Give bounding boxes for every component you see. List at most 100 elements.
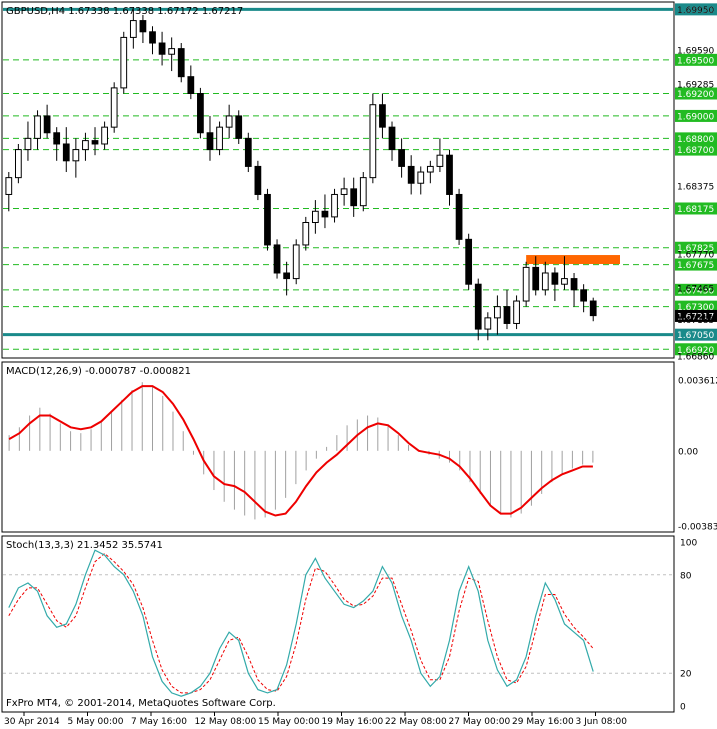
macd-tick-2: -0.003835 [678,523,717,533]
macd-title: MACD(12,26,9) -0.000787 -0.000821 [6,366,191,377]
level-tag-3 [675,109,717,122]
price-tick-4: 1.67770 [677,250,714,260]
main-pane-frame [1,1,675,359]
candle-body-53 [513,300,520,324]
macd-tick-1: 0.00 [678,447,698,457]
price-tick-0: 1.69950 [677,6,714,16]
macd-indicator: 0.003612 0.00 -0.003835 [8,377,717,533]
level-tag-10 [675,300,717,313]
candle-body-45 [436,154,444,167]
x-label-1: 5 May 00:00 [68,717,124,727]
candle-body-32 [311,210,319,224]
level-label-0: 1.69950 [677,6,714,16]
candle-body-59 [570,278,578,291]
candle-body-30 [292,244,300,280]
main-levels [3,7,673,350]
candle-body-56 [541,272,549,291]
x-label-2: 7 May 16:00 [131,717,187,727]
candle-body-43 [417,171,425,184]
resistance-zone [526,255,620,265]
level-tag-7 [675,241,717,254]
candle-body-7 [72,149,80,162]
level-label-10: 1.67300 [677,303,714,313]
candle-body-1 [14,149,22,179]
level-label-5: 1.68700 [677,146,714,156]
x-label-3: 12 May 08:00 [195,717,257,727]
candle-body-14 [139,20,147,33]
level-tag-9 [675,283,717,296]
candle-body-25 [244,137,252,167]
candle-body-33 [321,210,329,218]
candle-body-19 [187,76,195,95]
candle-body-46 [446,154,453,195]
level-tag-4 [675,132,717,145]
price-tick-7: 1.66860 [677,353,714,363]
candle-body-35 [340,188,348,195]
stoch-pane-frame [1,535,675,713]
candle-body-8 [82,140,89,151]
candle-body-12 [120,36,128,89]
candle-body-34 [331,193,338,218]
level-tag-1 [675,53,717,66]
candle-body-41 [398,149,405,167]
candle-body-51 [494,306,501,319]
price-tick-3: 1.68375 [677,183,714,193]
level-label-11: 1.67217 [677,312,714,322]
candle-body-54 [522,266,530,302]
level-tag-6 [675,202,717,215]
candle-body-50 [484,317,492,330]
candle-body-11 [110,87,118,128]
candle-body-13 [129,20,137,38]
level-label-1: 1.69500 [677,56,714,66]
candle-body-3 [34,115,41,139]
level-tag-12 [675,328,717,341]
level-label-12: 1.67050 [677,331,714,341]
stoch-tick-2: 20 [680,670,692,680]
level-tag-0 [675,3,717,16]
level-tag-5 [675,143,717,156]
level-label-4: 1.68800 [677,135,714,145]
candle-body-17 [168,48,176,55]
candle-body-31 [302,222,310,246]
stoch-main-line [8,549,594,697]
macd-tick-0: 0.003612 [678,377,717,387]
level-tag-11 [675,309,717,322]
resistance-zone-bar [526,255,620,265]
stoch-signal-line [8,552,594,694]
macd-signal-line [8,385,593,517]
candle-body-60 [580,289,588,302]
candle-body-47 [455,193,463,240]
level-label-6: 1.68175 [677,205,714,215]
stochastic-indicator: 100 80 20 0 [3,539,697,713]
candle-body-42 [407,165,415,184]
candle-body-9 [91,140,99,145]
level-tag-8 [675,258,717,271]
stoch-tick-1: 80 [680,571,692,581]
stoch-tick-3: 0 [680,703,686,713]
level-tag-2 [675,87,717,100]
symbol-info: GBPUSD,H4 1.67338 1.67338 1.67172 1.6721… [6,6,243,17]
level-label-8: 1.67675 [677,261,714,271]
x-label-4: 15 May 00:00 [258,717,320,727]
price-tick-5: 1.67465 [677,285,714,295]
level-label-7: 1.67825 [677,244,714,254]
level-label-3: 1.69000 [677,112,714,122]
candle-body-6 [62,143,70,162]
candle-body-49 [474,283,482,330]
candle-body-44 [426,165,434,173]
x-label-0: 30 Apr 2014 [4,717,60,727]
candle-body-36 [350,188,358,207]
level-tag-13 [675,343,717,356]
candle-body-24 [235,115,243,139]
candlesticks [5,9,597,341]
candle-body-16 [158,42,166,55]
price-tick-6: 1.67185 [677,316,714,326]
time-axis: 30 Apr 2014 5 May 00:00 7 May 16:00 12 May … [4,712,627,727]
candle-body-61 [589,300,597,317]
candle-body-58 [561,278,568,285]
candle-body-37 [359,177,367,207]
candle-body-22 [216,126,223,151]
candle-body-38 [369,104,377,179]
candle-body-52 [503,306,511,324]
